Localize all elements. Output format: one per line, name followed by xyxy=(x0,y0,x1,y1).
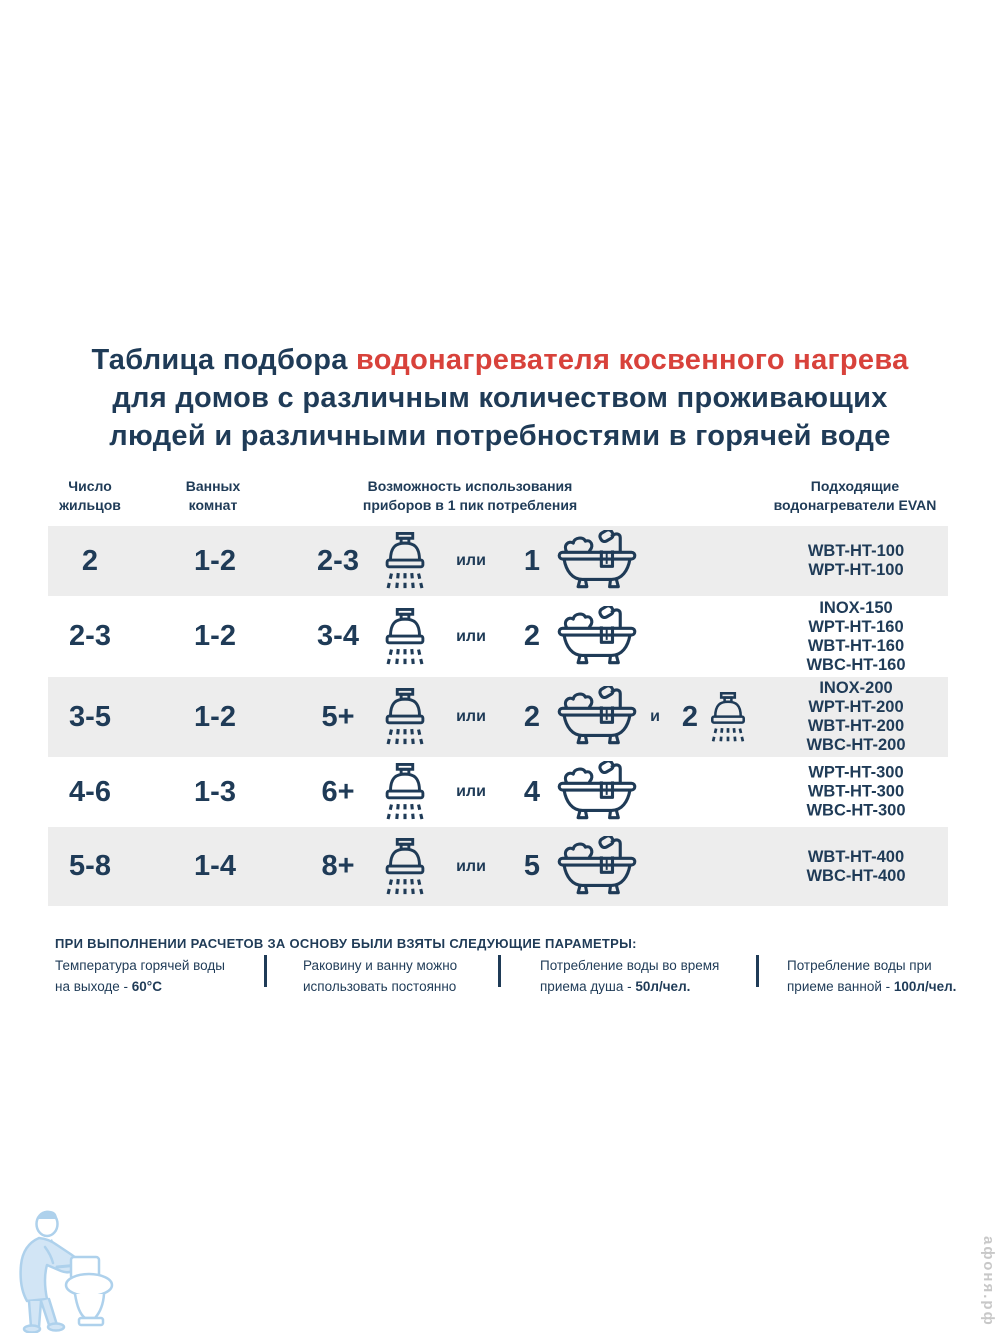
page-title: Таблица подбора водонагревателя косвенно… xyxy=(0,341,1000,455)
bathrooms-count: 1-2 xyxy=(194,620,236,652)
model-list: INOX-150 WPT-HT-160 WBT-HT-160 WBC-HT-16… xyxy=(806,598,906,674)
param-sink-bath-usage: Раковину и ванну можно использовать пост… xyxy=(303,958,458,994)
param-divider xyxy=(264,955,267,987)
bathtub-icon xyxy=(557,686,637,745)
column-header-usage: Возможность использования приборов в 1 п… xyxy=(362,478,578,513)
site-watermark: афоня.рф xyxy=(980,1236,997,1327)
bathtub-icon xyxy=(557,605,637,664)
table-row: 4-6 1-3 6+ или 4 WPT-HT-300 WBT-HT-300 W… xyxy=(48,757,948,827)
bathrooms-count: 1-2 xyxy=(194,544,236,577)
model-list: WPT-HT-300 WBT-HT-300 WBC-HT-300 xyxy=(806,763,906,820)
bath-count: 2 xyxy=(523,700,541,733)
shower-count: 8+ xyxy=(321,850,355,882)
param-divider xyxy=(498,955,501,987)
table-row: 5-8 1-4 8+ или 5 WBT-HT-400 WBC-HT-400 xyxy=(48,827,948,906)
model-list: WBT-HT-400 WBC-HT-400 xyxy=(806,847,906,885)
and-label: и xyxy=(650,708,660,725)
title-line1-red: водонагревателя косвенного нагрева xyxy=(356,344,909,376)
shower-head-icon xyxy=(385,532,425,590)
or-label: или xyxy=(456,708,486,725)
usage-cell: 2-3 или 1 xyxy=(298,530,638,592)
bathrooms-count: 1-4 xyxy=(194,850,236,882)
extra-shower-count: 2 xyxy=(681,700,699,733)
shower-head-icon xyxy=(385,837,425,896)
shower-head-icon xyxy=(385,607,425,666)
title-line-1: Таблица подбора водонагревателя косвенно… xyxy=(0,341,1000,379)
residents-count: 2-3 xyxy=(69,620,111,652)
model-list: INOX-200 WPT-HT-200 WBT-HT-200 WBC-HT-20… xyxy=(806,679,906,754)
selection-table: 2 1-2 2-3 или 1 WBT-HT-100 WPT-HT-100 2-… xyxy=(48,526,948,906)
title-line1-navy: Таблица подбора xyxy=(91,344,348,376)
param-output-temperature: Температура горячей воды на выходе - 60°… xyxy=(55,958,225,994)
bathrooms-count: 1-2 xyxy=(194,700,236,733)
or-label: или xyxy=(456,857,486,875)
plumber-watermark-icon xyxy=(19,1210,114,1333)
bath-count: 5 xyxy=(523,850,541,882)
or-label: или xyxy=(456,783,486,800)
usage-cell: 8+ или 5 xyxy=(298,835,638,898)
bathtub-icon xyxy=(557,530,637,589)
residents-count: 4-6 xyxy=(69,775,111,808)
bathtub-icon xyxy=(557,835,637,894)
shower-count: 2-3 xyxy=(317,544,359,577)
shower-count: 6+ xyxy=(321,775,355,808)
title-line-2: для домов с различным количеством прожив… xyxy=(112,382,888,414)
residents-count: 5-8 xyxy=(69,850,111,882)
param-bath-consumption: Потребление воды при приеме ванной - 100… xyxy=(787,958,957,994)
bath-count: 2 xyxy=(523,620,541,652)
shower-count: 3-4 xyxy=(317,620,359,652)
usage-cell: 6+ или 4 xyxy=(298,761,638,823)
column-header-bathrooms: Ванных комнат xyxy=(185,478,241,513)
bathtub-icon xyxy=(557,761,637,820)
column-header-residents: Число жильцов xyxy=(59,478,121,513)
title-line-3: людей и различными потребностями в горяч… xyxy=(109,420,891,452)
shower-count: 5+ xyxy=(321,700,355,733)
column-header-models: Подходящие водонагреватели EVAN xyxy=(773,478,937,513)
param-divider xyxy=(756,955,759,987)
residents-count: 2 xyxy=(81,544,99,577)
or-label: или xyxy=(456,552,486,569)
bathrooms-count: 1-3 xyxy=(194,775,236,808)
bath-count: 1 xyxy=(523,544,541,577)
shower-head-icon xyxy=(385,688,425,746)
usage-cell: 5+ или 2 и 2 xyxy=(298,686,748,748)
bath-count: 4 xyxy=(523,775,541,808)
params-heading: ПРИ ВЫПОЛНЕНИИ РАСЧЕТОВ ЗА ОСНОВУ БЫЛИ В… xyxy=(55,936,637,951)
residents-count: 3-5 xyxy=(69,700,111,733)
model-list: WBT-HT-100 WPT-HT-100 xyxy=(807,542,905,579)
table-row: 2-3 1-2 3-4 или 2 INOX-150 WPT-HT-160 WB… xyxy=(48,596,948,677)
or-label: или xyxy=(456,627,486,645)
shower-head-icon xyxy=(385,763,425,821)
table-row: 3-5 1-2 5+ или 2 и 2 INOX-200 WPT-HT-200… xyxy=(48,677,948,757)
usage-cell: 3-4 или 2 xyxy=(298,605,638,668)
param-shower-consumption: Потребление воды во время приема душа - … xyxy=(540,958,720,994)
table-row: 2 1-2 2-3 или 1 WBT-HT-100 WPT-HT-100 xyxy=(48,526,948,596)
